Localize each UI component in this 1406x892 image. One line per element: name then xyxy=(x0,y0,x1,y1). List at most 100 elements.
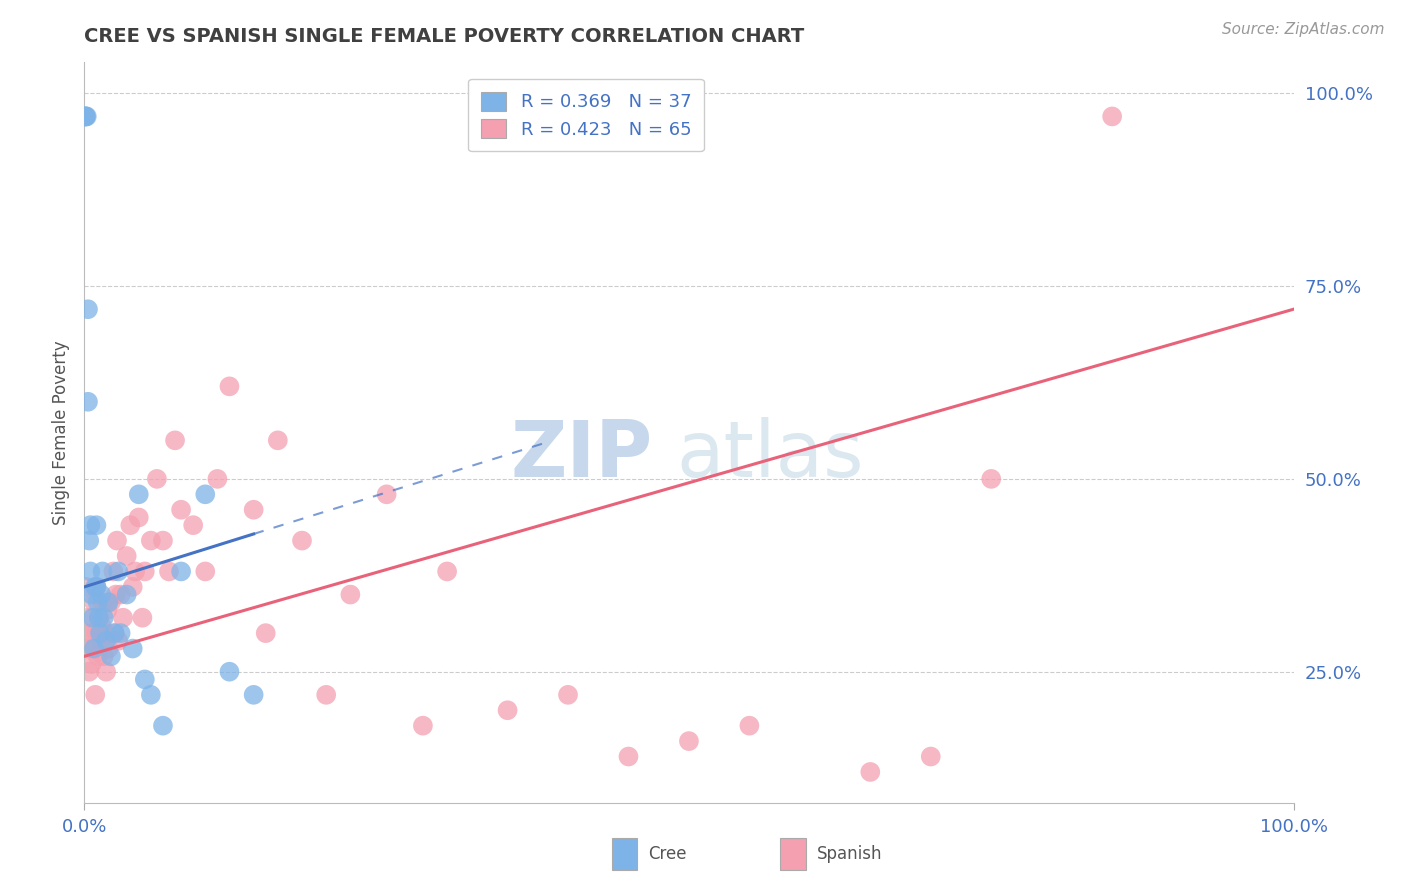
Point xyxy=(104,626,127,640)
Point xyxy=(96,603,118,617)
Point xyxy=(496,703,519,717)
Point xyxy=(170,565,193,579)
Point xyxy=(218,379,240,393)
Point xyxy=(436,565,458,579)
Point xyxy=(75,110,97,124)
Point xyxy=(152,533,174,548)
Point xyxy=(84,580,107,594)
Point xyxy=(91,565,114,579)
Point xyxy=(75,626,97,640)
Point xyxy=(86,518,108,533)
Point xyxy=(339,588,361,602)
Point xyxy=(76,110,98,124)
Point xyxy=(242,502,264,516)
Point xyxy=(80,588,103,602)
Point xyxy=(97,641,120,656)
Point xyxy=(80,657,103,671)
Text: Cree: Cree xyxy=(648,845,686,863)
Point xyxy=(980,472,1002,486)
Point xyxy=(139,688,162,702)
Point xyxy=(83,595,105,609)
Point xyxy=(82,641,104,656)
Point xyxy=(1101,110,1123,124)
Point xyxy=(100,649,122,664)
Point xyxy=(107,633,129,648)
Point xyxy=(115,588,138,602)
Point xyxy=(146,472,169,486)
Point xyxy=(134,565,156,579)
Point xyxy=(157,565,180,579)
Point xyxy=(77,302,100,317)
Point xyxy=(94,633,117,648)
Point xyxy=(87,611,110,625)
Point xyxy=(152,719,174,733)
Point xyxy=(93,611,115,625)
Legend: R = 0.369   N = 37, R = 0.423   N = 65: R = 0.369 N = 37, R = 0.423 N = 65 xyxy=(468,78,704,151)
Point xyxy=(207,472,229,486)
Point xyxy=(90,618,112,632)
Point xyxy=(124,565,146,579)
Point xyxy=(87,611,110,625)
Point xyxy=(75,580,97,594)
Point xyxy=(77,611,100,625)
Point xyxy=(103,565,125,579)
Point xyxy=(181,518,204,533)
Point xyxy=(75,110,97,124)
Text: Spanish: Spanish xyxy=(817,845,883,863)
Point xyxy=(90,588,112,602)
Point xyxy=(120,518,142,533)
Point xyxy=(94,665,117,679)
Point xyxy=(121,641,143,656)
Y-axis label: Single Female Poverty: Single Female Poverty xyxy=(52,341,70,524)
Point xyxy=(77,394,100,409)
Point xyxy=(557,688,579,702)
Point xyxy=(859,764,882,779)
Point xyxy=(97,595,120,609)
Point xyxy=(242,688,264,702)
Text: atlas: atlas xyxy=(676,417,865,493)
Point xyxy=(77,665,100,679)
Point xyxy=(165,434,187,448)
Point xyxy=(77,533,100,548)
Point xyxy=(194,487,217,501)
Point xyxy=(375,487,398,501)
Point xyxy=(291,533,314,548)
Point xyxy=(83,641,105,656)
Point xyxy=(128,487,150,501)
Point xyxy=(110,626,132,640)
Point xyxy=(218,665,240,679)
Point xyxy=(105,533,128,548)
Point xyxy=(121,580,143,594)
Point xyxy=(76,641,98,656)
Point xyxy=(86,649,108,664)
Point xyxy=(89,633,111,648)
Point xyxy=(100,595,122,609)
Point xyxy=(82,611,104,625)
Point xyxy=(110,588,132,602)
Point xyxy=(104,626,127,640)
Point xyxy=(170,502,193,516)
Point xyxy=(139,533,162,548)
Point xyxy=(267,434,290,448)
Point xyxy=(254,626,277,640)
Point xyxy=(86,580,108,594)
Point xyxy=(86,595,108,609)
Point xyxy=(79,518,101,533)
Point xyxy=(107,565,129,579)
Point xyxy=(79,565,101,579)
Point xyxy=(86,580,108,594)
Point xyxy=(617,749,640,764)
Point xyxy=(112,611,135,625)
Point xyxy=(86,626,108,640)
Point xyxy=(128,510,150,524)
Point xyxy=(115,549,138,563)
Point xyxy=(94,626,117,640)
Point xyxy=(920,749,942,764)
Point xyxy=(75,110,97,124)
Point xyxy=(93,649,115,664)
Point xyxy=(134,673,156,687)
Point xyxy=(678,734,700,748)
Point xyxy=(84,688,107,702)
Text: CREE VS SPANISH SINGLE FEMALE POVERTY CORRELATION CHART: CREE VS SPANISH SINGLE FEMALE POVERTY CO… xyxy=(84,27,804,45)
Point xyxy=(79,626,101,640)
